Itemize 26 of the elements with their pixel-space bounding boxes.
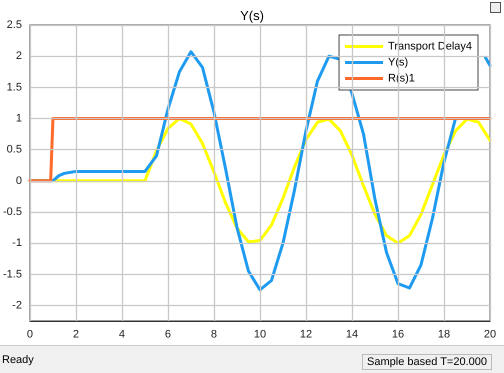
- x-tick-label: 10: [254, 328, 266, 340]
- y-tick-label: 1.5: [6, 81, 22, 94]
- legend-label: R(s)1: [388, 72, 415, 84]
- y-tick-label: 0.5: [6, 144, 22, 156]
- x-tick-label: 18: [438, 328, 450, 340]
- x-tick-label: 6: [164, 328, 172, 340]
- x-tick-label: 12: [300, 328, 312, 340]
- x-tick-label: 8: [210, 328, 218, 340]
- y-tick-label: 2.5: [6, 19, 22, 31]
- x-tick-label: 4: [118, 328, 126, 340]
- y-tick-label: -2: [12, 299, 22, 312]
- text: Sample based T=20.000: [362, 354, 492, 370]
- x-tick-label: 2: [72, 328, 80, 340]
- x-tick-label: 16: [392, 328, 404, 340]
- x-tick-label: 14: [346, 328, 358, 340]
- y-tick-label: -0.5: [2, 206, 22, 218]
- y-tick-label: 1: [16, 112, 22, 124]
- legend-label: Y(s): [388, 56, 408, 68]
- y-tick-label: 0: [16, 174, 22, 187]
- text: Ready: [2, 354, 34, 366]
- x-tick-label: 0: [26, 328, 34, 340]
- y-tick-label: 2: [16, 50, 22, 62]
- chart-title: Y(s): [240, 8, 264, 23]
- x-tick-label: 20: [484, 328, 496, 340]
- y-tick-label: -1: [12, 237, 22, 250]
- y-tick-label: -1.5: [2, 268, 22, 280]
